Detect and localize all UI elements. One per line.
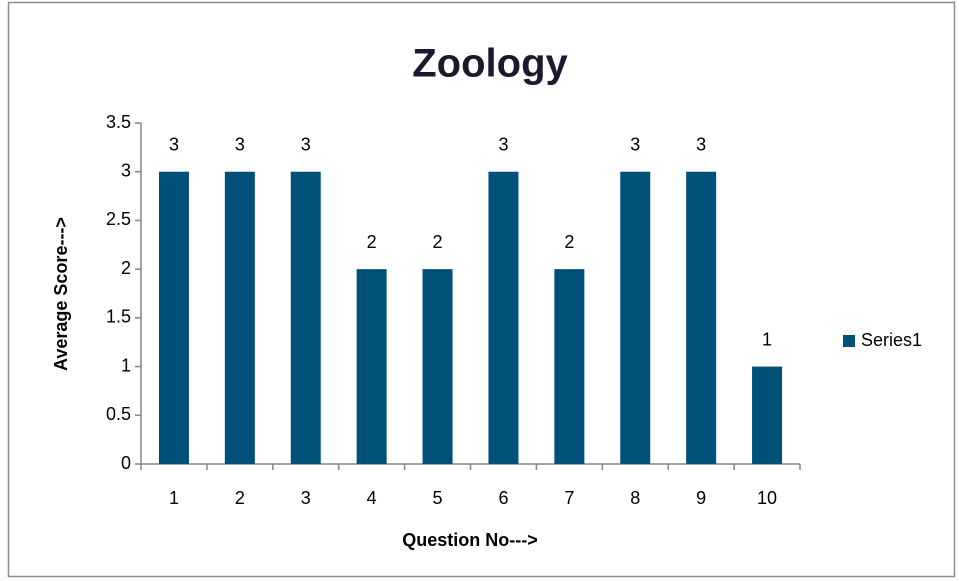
x-tick-label: 10 xyxy=(757,488,777,508)
x-tick-label: 2 xyxy=(235,488,245,508)
chart-border xyxy=(7,1,956,578)
bar xyxy=(158,171,189,464)
legend-label: Series1 xyxy=(861,330,922,350)
x-tick-label: 1 xyxy=(169,488,179,508)
y-tick-label: 0.5 xyxy=(106,404,131,424)
y-tick-label: 2.5 xyxy=(106,209,131,229)
bar xyxy=(356,269,387,464)
x-tick-label: 7 xyxy=(564,488,574,508)
y-tick-label: 3.5 xyxy=(106,112,131,132)
data-label: 3 xyxy=(169,134,179,154)
bar xyxy=(554,269,585,464)
data-label: 2 xyxy=(564,232,574,252)
bar xyxy=(422,269,453,464)
data-label: 3 xyxy=(235,134,245,154)
chart-title: Zoology xyxy=(412,42,568,86)
x-tick-label: 9 xyxy=(696,488,706,508)
bar xyxy=(224,171,255,464)
data-label: 3 xyxy=(301,134,311,154)
y-tick-label: 0 xyxy=(121,453,131,473)
data-label: 3 xyxy=(630,134,640,154)
y-tick-label: 1.5 xyxy=(106,307,131,327)
data-label: 3 xyxy=(696,134,706,154)
x-tick-label: 5 xyxy=(433,488,443,508)
x-tick-label: 3 xyxy=(301,488,311,508)
x-tick-label: 6 xyxy=(498,488,508,508)
x-tick-label: 4 xyxy=(367,488,377,508)
y-axis-label: Average Score---> xyxy=(51,217,71,371)
bar xyxy=(752,366,783,464)
data-label: 1 xyxy=(762,329,772,349)
data-label: 2 xyxy=(433,232,443,252)
x-axis-label: Question No---> xyxy=(402,530,538,550)
bar xyxy=(686,171,717,464)
y-tick-label: 1 xyxy=(121,355,131,375)
bar xyxy=(620,171,651,464)
bar xyxy=(290,171,321,464)
legend-swatch xyxy=(843,335,855,347)
bar xyxy=(488,171,519,464)
y-tick-label: 3 xyxy=(121,160,131,180)
x-tick-label: 8 xyxy=(630,488,640,508)
data-label: 2 xyxy=(367,232,377,252)
y-tick-label: 2 xyxy=(121,258,131,278)
data-label: 3 xyxy=(498,134,508,154)
